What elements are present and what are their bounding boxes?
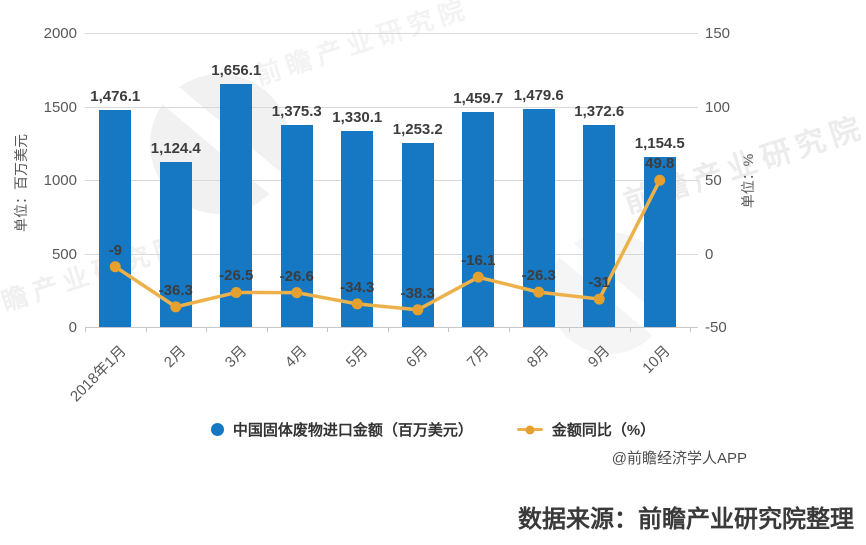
source-note: 数据来源：前瞻产业研究院整理 xyxy=(518,506,854,533)
y-tick-label-left: 0 xyxy=(68,319,77,336)
gridline xyxy=(85,33,698,34)
x-tick xyxy=(387,327,389,332)
x-tick-label: 8月 xyxy=(524,342,553,372)
x-tick-label: 3月 xyxy=(221,342,251,372)
x-tick-label: 6月 xyxy=(403,342,432,372)
y-tick-label-right: 100 xyxy=(705,98,731,116)
y-tick-label-left: 1500 xyxy=(43,98,77,116)
legend-marker-line-dot-icon xyxy=(516,425,543,434)
legend-item-import-value: 中国固体废物进口金额（百万美元） xyxy=(210,419,473,440)
bar xyxy=(583,125,616,327)
bar-value-label: 1,479.6 xyxy=(513,87,564,105)
y-tick-label-right: 150 xyxy=(705,25,731,42)
line-value-label: -9 xyxy=(108,241,122,259)
x-tick xyxy=(266,327,268,332)
x-tick xyxy=(569,327,570,332)
y-tick-label-right: 50 xyxy=(705,172,722,189)
bar-value-label: 1,476.1 xyxy=(90,88,141,105)
line-value-label: -26.3 xyxy=(521,267,556,285)
legend-marker-circle-icon xyxy=(210,423,224,436)
bar xyxy=(280,124,313,327)
y-tick-label-left: 500 xyxy=(51,245,77,263)
x-tick xyxy=(508,327,510,332)
bar xyxy=(462,112,495,327)
x-tick xyxy=(85,327,86,332)
byline: @前瞻经济学人APP xyxy=(611,450,747,467)
x-tick xyxy=(145,327,147,332)
legend-item-yoy: 金额同比（%） xyxy=(516,419,656,440)
bar xyxy=(522,109,555,327)
bar xyxy=(159,161,192,327)
line-value-label: -38.3 xyxy=(400,284,435,302)
bar-value-label: 1,375.3 xyxy=(271,102,322,120)
x-tick xyxy=(629,327,631,332)
x-tick-label: 4月 xyxy=(282,342,311,372)
bar-value-label: 1,154.5 xyxy=(634,135,685,153)
x-tick-label: 10月 xyxy=(639,342,674,377)
line-value-label: -31 xyxy=(588,274,611,292)
x-tick-label: 7月 xyxy=(463,342,493,372)
x-tick-label: 2018年1月 xyxy=(66,342,130,406)
y-tick-label-left: 1000 xyxy=(43,172,77,189)
line-value-label: -26.6 xyxy=(279,267,314,285)
bar-value-label: 1,330.1 xyxy=(332,109,383,127)
bar-value-label: 1,253.2 xyxy=(392,120,443,138)
bar xyxy=(220,83,253,327)
line-value-label: -34.3 xyxy=(340,278,375,296)
line-value-label: -36.3 xyxy=(158,281,193,299)
bar-value-label: 1,124.4 xyxy=(150,139,201,157)
x-tick xyxy=(690,327,691,332)
y-tick-label-right: -50 xyxy=(705,319,727,336)
gridline xyxy=(85,327,698,328)
legend-label: 金额同比（%） xyxy=(551,422,656,439)
x-tick-label: 2月 xyxy=(161,342,190,372)
line-value-label: -16.1 xyxy=(461,252,496,270)
legend-label: 中国固体废物进口金额（百万美元） xyxy=(232,422,473,439)
line-value-label: 49.8 xyxy=(645,155,675,173)
x-tick xyxy=(327,327,328,332)
y-tick-label-right: 0 xyxy=(705,245,714,263)
line-value-label: -26.5 xyxy=(219,267,254,285)
bar xyxy=(341,131,374,327)
x-tick-label: 5月 xyxy=(342,342,372,372)
bar xyxy=(99,110,132,327)
x-tick xyxy=(206,327,207,332)
x-tick xyxy=(448,327,449,332)
y-tick-label-left: 2000 xyxy=(43,25,77,42)
bar-value-label: 1,459.7 xyxy=(453,90,504,108)
bar xyxy=(643,157,676,327)
bar-value-label: 1,372.6 xyxy=(574,103,625,121)
x-tick-label: 9月 xyxy=(584,342,614,372)
bar-value-label: 1,656.1 xyxy=(211,61,262,79)
gridline xyxy=(85,106,698,108)
legend: 中国固体废物进口金额（百万美元） 金额同比（%） xyxy=(0,419,866,440)
